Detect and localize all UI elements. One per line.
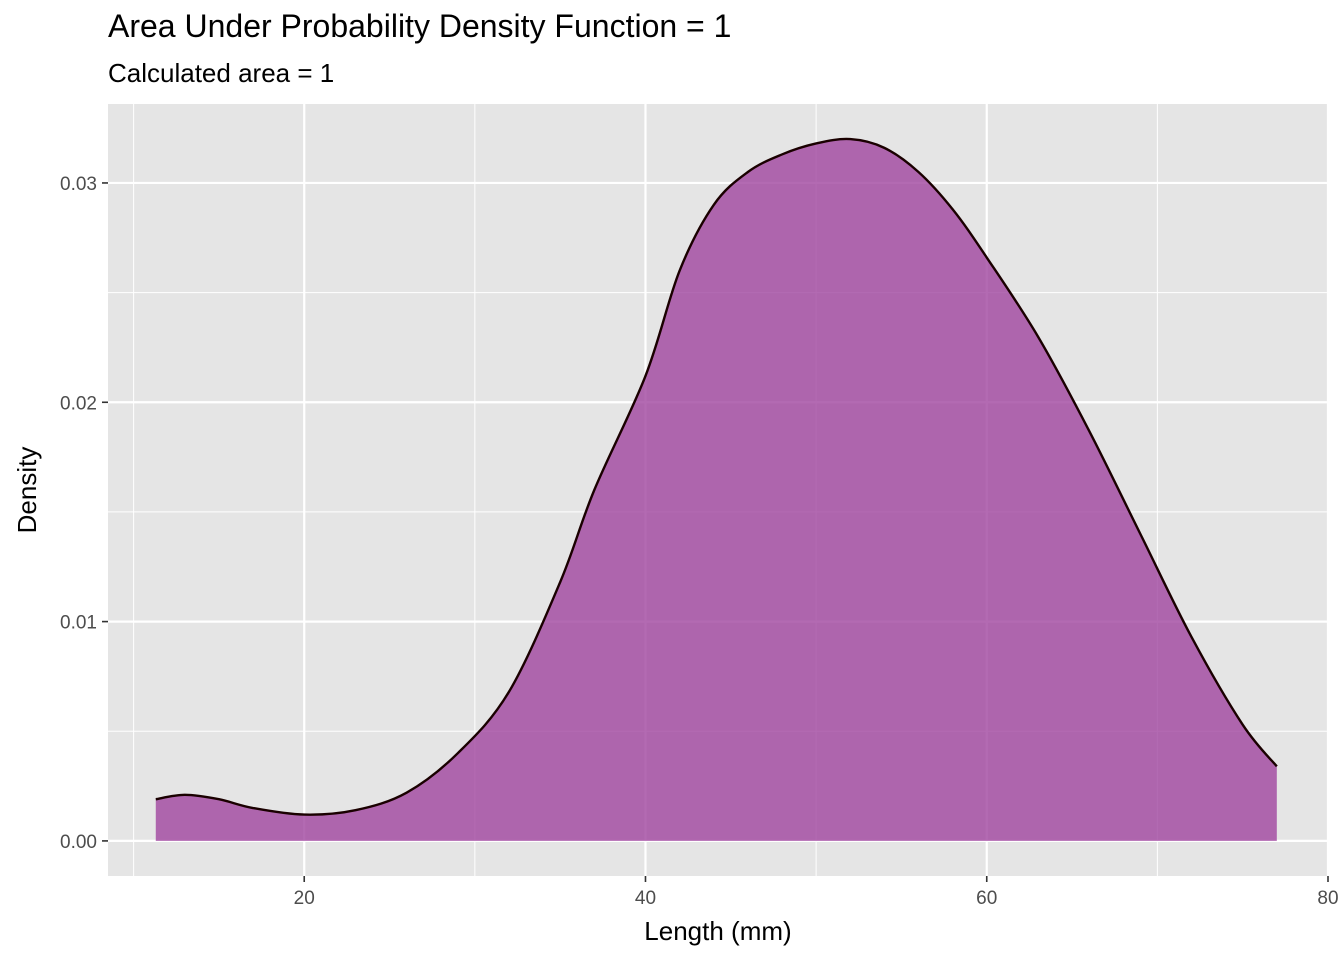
y-tick-label: 0.03	[60, 174, 97, 195]
chart-subtitle: Calculated area = 1	[108, 58, 335, 88]
y-axis: 0.00 0.01 0.02 0.03	[60, 174, 108, 853]
y-tick-label: 0.00	[60, 832, 97, 853]
x-axis: 20 40 60 80	[294, 876, 1339, 909]
x-axis-title: Length (mm)	[644, 916, 791, 946]
y-axis-title: Density	[12, 447, 42, 534]
density-line	[155, 137, 1278, 816]
y-tick-label: 0.02	[60, 393, 97, 414]
y-tick-label: 0.01	[60, 613, 97, 634]
density-area	[155, 138, 1277, 841]
chart-title: Area Under Probability Density Function …	[108, 8, 732, 44]
x-tick-label: 20	[294, 888, 315, 909]
x-tick-label: 80	[1317, 888, 1338, 909]
x-tick-label: 60	[976, 888, 997, 909]
x-tick-label: 40	[635, 888, 656, 909]
